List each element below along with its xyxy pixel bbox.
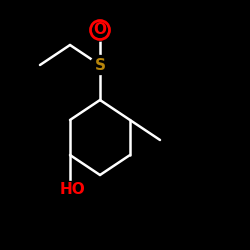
Circle shape xyxy=(90,56,110,74)
Text: HO: HO xyxy=(60,182,86,198)
Circle shape xyxy=(89,19,111,41)
FancyBboxPatch shape xyxy=(52,181,88,199)
Text: S: S xyxy=(94,58,106,72)
Text: O: O xyxy=(94,22,106,38)
